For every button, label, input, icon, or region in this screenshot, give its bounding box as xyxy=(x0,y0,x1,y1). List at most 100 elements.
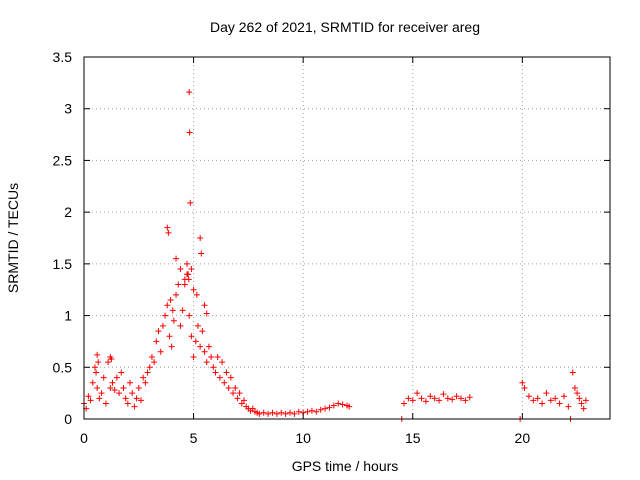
data-point xyxy=(194,322,201,329)
data-point xyxy=(197,343,204,350)
data-point xyxy=(418,395,425,402)
data-point xyxy=(155,328,162,335)
data-point xyxy=(193,291,200,298)
data-point xyxy=(105,359,112,366)
data-point xyxy=(208,353,215,360)
data-point xyxy=(85,393,92,400)
data-point xyxy=(227,374,234,381)
data-point xyxy=(330,402,337,409)
data-point xyxy=(225,384,232,391)
data-point xyxy=(440,391,447,398)
data-point xyxy=(175,281,182,288)
data-point xyxy=(201,348,208,355)
data-point xyxy=(313,408,320,415)
data-point xyxy=(129,390,136,397)
data-point xyxy=(186,89,193,96)
data-point xyxy=(190,353,197,360)
data-point xyxy=(153,338,160,345)
x-tick-label: 15 xyxy=(405,430,421,446)
y-tick-label: 0.5 xyxy=(53,359,73,375)
data-point xyxy=(304,408,311,415)
data-point xyxy=(453,393,460,400)
data-point xyxy=(571,384,578,391)
y-tick-label: 3 xyxy=(64,101,72,117)
y-tick-label: 2.5 xyxy=(53,152,73,168)
data-point xyxy=(169,307,176,314)
x-axis-label: GPS time / hours xyxy=(292,458,399,474)
data-point xyxy=(177,266,184,273)
data-point xyxy=(148,353,155,360)
data-point xyxy=(249,405,256,412)
data-point xyxy=(179,307,186,314)
data-point xyxy=(444,395,451,402)
axis-ticks xyxy=(83,56,610,420)
data-point xyxy=(278,409,285,416)
data-point xyxy=(232,384,239,391)
data-point xyxy=(530,397,537,404)
data-point xyxy=(539,400,546,407)
data-point xyxy=(164,302,171,309)
data-point xyxy=(238,400,245,407)
data-point xyxy=(521,384,528,391)
data-point xyxy=(234,395,241,402)
data-point xyxy=(317,406,324,413)
data-point xyxy=(236,390,243,397)
data-point xyxy=(122,395,129,402)
data-point xyxy=(457,395,464,402)
data-point xyxy=(93,369,100,376)
data-point xyxy=(260,409,267,416)
data-point xyxy=(151,359,158,366)
data-point xyxy=(525,393,532,400)
data-point xyxy=(269,409,276,416)
data-point xyxy=(422,398,429,405)
data-point xyxy=(87,397,94,404)
y-axis-label: SRMTID / TECUs xyxy=(5,183,21,293)
y-tick-labels: 0 0.5 1 1.5 2 2.5 3 3.5 xyxy=(53,49,73,427)
data-point xyxy=(166,333,173,340)
data-point xyxy=(582,397,589,404)
data-point xyxy=(94,384,101,391)
data-point xyxy=(157,348,164,355)
data-point xyxy=(131,403,138,410)
data-point xyxy=(170,317,177,324)
data-point xyxy=(466,394,473,401)
data-point xyxy=(168,343,175,350)
data-point xyxy=(565,403,572,410)
data-point xyxy=(295,408,302,415)
data-point xyxy=(322,405,329,412)
data-point xyxy=(184,260,191,267)
data-point xyxy=(116,390,123,397)
chart-title: Day 262 of 2021, SRMTID for receiver are… xyxy=(210,19,480,35)
y-tick-label: 1 xyxy=(64,308,72,324)
data-point xyxy=(221,379,228,386)
data-point xyxy=(164,224,171,231)
data-point xyxy=(188,266,195,273)
data-point xyxy=(556,400,563,407)
data-point xyxy=(405,395,412,402)
data-point xyxy=(118,369,125,376)
data-point xyxy=(216,374,223,381)
data-point xyxy=(108,356,115,363)
data-point xyxy=(140,374,147,381)
data-point xyxy=(431,395,438,402)
data-point xyxy=(543,390,550,397)
data-point xyxy=(427,393,434,400)
data-point xyxy=(137,397,144,404)
data-point xyxy=(111,387,118,394)
data-point xyxy=(107,384,114,391)
data-point xyxy=(273,410,280,417)
data-point xyxy=(308,407,315,414)
data-point xyxy=(265,410,272,417)
data-point xyxy=(188,333,195,340)
data-point xyxy=(146,364,153,371)
data-point xyxy=(142,379,149,386)
data-point xyxy=(91,364,98,371)
data-point xyxy=(124,400,131,407)
data-point xyxy=(212,369,219,376)
data-point xyxy=(95,359,102,366)
data-point xyxy=(98,390,105,397)
data-point xyxy=(173,255,180,262)
data-point xyxy=(96,395,103,402)
